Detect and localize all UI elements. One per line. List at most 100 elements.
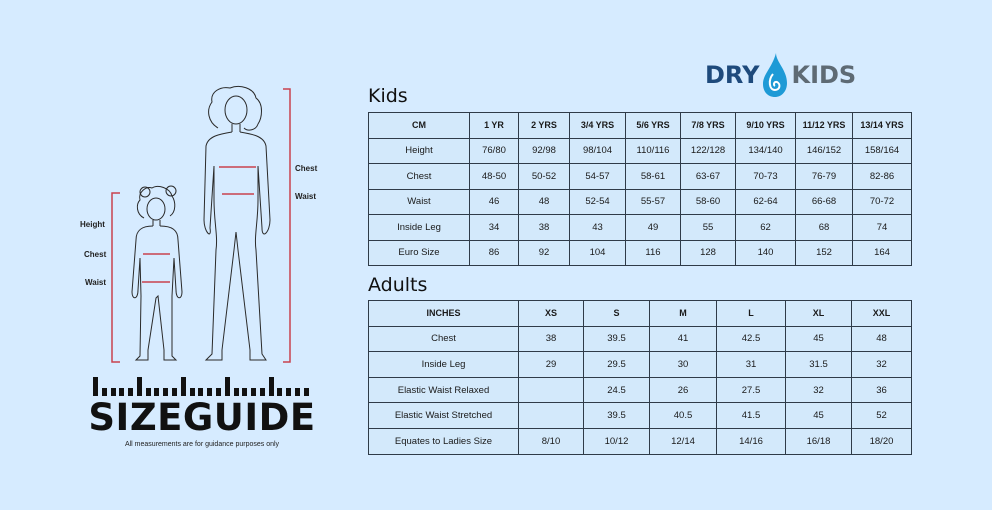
ruler-tick <box>251 388 257 396</box>
table-cell: 104 <box>569 239 626 266</box>
ruler-tick <box>215 388 221 396</box>
water-drop-icon <box>763 53 788 97</box>
child-waist-label: Waist <box>85 278 107 287</box>
ruler-tick <box>189 388 195 396</box>
table-cell: 31.5 <box>785 351 852 378</box>
header-cell: XL <box>785 300 852 327</box>
ruler-tick <box>136 377 142 396</box>
header-cell: L <box>716 300 786 327</box>
table-cell: 134/140 <box>735 137 796 164</box>
row-label: Inside Leg <box>368 214 470 241</box>
table-cell: 158/164 <box>852 137 912 164</box>
table-cell: 110/116 <box>625 137 681 164</box>
table-cell: 49 <box>625 214 681 241</box>
ruler-tick <box>172 388 178 396</box>
row-label: Elastic Waist Relaxed <box>368 376 519 404</box>
table-cell: 98/104 <box>569 137 626 164</box>
table-header-row: CM 1 YR 2 YRS 3/4 YRS 5/6 YRS 7/8 YRS 9/… <box>368 112 912 139</box>
child-height-label: Height <box>80 220 105 229</box>
table-cell: 55-57 <box>625 188 681 215</box>
table-cell: 32 <box>785 376 852 404</box>
table-cell: 24.5 <box>583 376 650 404</box>
header-cell: M <box>649 300 717 327</box>
adults-size-table: INCHES XS S M L XL XXL Chest 38 39.5 41 … <box>368 300 912 455</box>
table-cell: 18/20 <box>851 427 912 455</box>
brand-logo: DRY KIDS <box>705 50 856 100</box>
adult-chest-label: Chest <box>295 164 318 173</box>
table-cell: 45 <box>785 325 852 353</box>
size-illustration: Height Chest Waist Chest Waist <box>0 0 360 380</box>
ruler-graphic <box>93 376 309 396</box>
table-cell: 52 <box>851 402 912 429</box>
table-row: Chest 48-50 50-52 54-57 58-61 63-67 70-7… <box>368 163 912 190</box>
table-cell: 128 <box>680 239 736 266</box>
ruler-tick <box>180 377 186 396</box>
ruler-tick <box>163 388 169 396</box>
table-cell: 41 <box>649 325 717 353</box>
row-label: Chest <box>368 163 470 190</box>
ruler-tick <box>119 388 125 396</box>
ruler-tick <box>286 388 292 396</box>
table-cell: 41.5 <box>716 402 786 429</box>
ruler-tick <box>93 377 98 396</box>
row-label: Chest <box>368 325 519 353</box>
table-row: Elastic Waist Stretched 39.5 40.5 41.5 4… <box>368 402 912 429</box>
table-cell: 164 <box>852 239 912 266</box>
table-cell: 36 <box>851 376 912 404</box>
table-cell: 12/14 <box>649 427 717 455</box>
table-cell: 76/80 <box>469 137 519 164</box>
table-cell: 52-54 <box>569 188 626 215</box>
table-cell: 62-64 <box>735 188 796 215</box>
table-cell: 62 <box>735 214 796 241</box>
table-cell: 40.5 <box>649 402 717 429</box>
table-row: Equates to Ladies Size 8/10 10/12 12/14 … <box>368 427 912 455</box>
table-cell: 43 <box>569 214 626 241</box>
kids-section-title: Kids <box>368 85 408 107</box>
ruler-tick <box>154 388 160 396</box>
table-cell: 45 <box>785 402 852 429</box>
table-cell: 34 <box>469 214 519 241</box>
ruler-tick <box>303 388 309 396</box>
ruler-tick <box>277 388 283 396</box>
ruler-tick <box>207 388 213 396</box>
header-cell: INCHES <box>368 300 519 327</box>
table-cell: 68 <box>795 214 853 241</box>
row-label: Waist <box>368 188 470 215</box>
table-cell: 92/98 <box>518 137 570 164</box>
table-cell: 82-86 <box>852 163 912 190</box>
table-cell: 48 <box>518 188 570 215</box>
row-label: Inside Leg <box>368 351 519 378</box>
table-cell: 55 <box>680 214 736 241</box>
ruler-tick <box>145 388 151 396</box>
table-cell: 42.5 <box>716 325 786 353</box>
table-header-row: INCHES XS S M L XL XXL <box>368 300 912 327</box>
table-cell: 10/12 <box>583 427 650 455</box>
header-cell: 7/8 YRS <box>680 112 736 139</box>
table-cell: 30 <box>649 351 717 378</box>
table-cell: 29 <box>518 351 584 378</box>
table-cell: 48-50 <box>469 163 519 190</box>
table-cell: 31 <box>716 351 786 378</box>
table-cell: 26 <box>649 376 717 404</box>
header-cell: 11/12 YRS <box>795 112 853 139</box>
table-cell <box>518 402 584 429</box>
row-label: Height <box>368 137 470 164</box>
ruler-tick <box>198 388 204 396</box>
disclaimer-text: All measurements are for guidance purpos… <box>124 441 280 448</box>
sizeguide-title: SIZEGUIDE <box>88 396 316 439</box>
table-cell: 152 <box>795 239 853 266</box>
table-row: Inside Leg 34 38 43 49 55 62 68 74 <box>368 214 912 241</box>
ruler-tick <box>224 377 230 396</box>
table-cell: 146/152 <box>795 137 853 164</box>
ruler-tick <box>294 388 300 396</box>
table-cell: 14/16 <box>716 427 786 455</box>
table-cell: 74 <box>852 214 912 241</box>
table-row: Inside Leg 29 29.5 30 31 31.5 32 <box>368 351 912 378</box>
table-cell: 46 <box>469 188 519 215</box>
table-cell: 38 <box>518 214 570 241</box>
table-row: Chest 38 39.5 41 42.5 45 48 <box>368 325 912 353</box>
brand-word-dry: DRY <box>705 61 760 89</box>
table-cell: 140 <box>735 239 796 266</box>
kids-size-table: CM 1 YR 2 YRS 3/4 YRS 5/6 YRS 7/8 YRS 9/… <box>368 112 912 266</box>
header-cell: CM <box>368 112 470 139</box>
